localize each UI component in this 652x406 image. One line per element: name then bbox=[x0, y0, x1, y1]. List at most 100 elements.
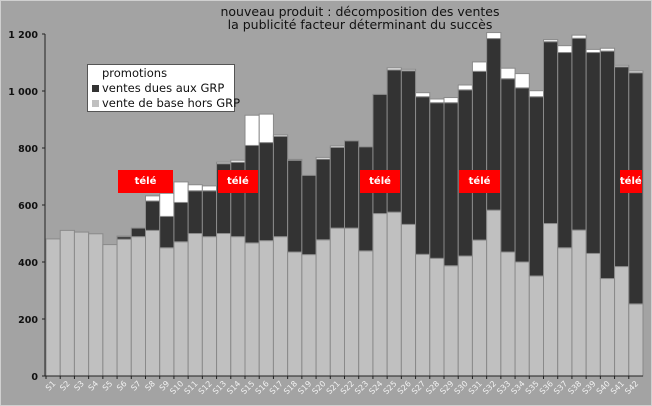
bar-S17-promo bbox=[272, 134, 289, 137]
bar-S39-base bbox=[585, 252, 601, 377]
bar-S7-grp bbox=[130, 227, 147, 238]
bar-S1-base bbox=[45, 238, 61, 377]
legend-item-grp: ventes dues aux GRP bbox=[92, 81, 224, 96]
x-tick-label: S17 bbox=[268, 379, 285, 396]
bar-S29-base bbox=[443, 265, 459, 377]
bar-S36-base bbox=[543, 223, 559, 377]
bar-S38-base bbox=[571, 229, 587, 377]
bar-S40-base bbox=[599, 278, 616, 377]
tv-campaign-label: télé bbox=[217, 170, 259, 193]
bar-S9-base bbox=[159, 247, 175, 377]
y-tick-label: 1 000 bbox=[8, 87, 38, 98]
bar-S14-base bbox=[230, 236, 246, 377]
bar-S38-grp bbox=[571, 37, 587, 231]
bar-S26-promo bbox=[400, 68, 417, 72]
bar-S34-promo bbox=[514, 73, 530, 89]
y-tick-label: 200 bbox=[18, 315, 38, 326]
bar-S15-grp bbox=[244, 144, 260, 244]
bar-S37-base bbox=[557, 247, 573, 377]
bar-S38-promo bbox=[571, 34, 587, 39]
bar-S19-grp bbox=[301, 174, 317, 256]
bar-S24-grp bbox=[372, 93, 388, 215]
legend: promotions ventes dues aux GRP vente de … bbox=[87, 64, 240, 112]
legend-label: vente de base hors GRP bbox=[102, 96, 241, 110]
bar-S8-grp bbox=[145, 200, 161, 231]
bar-S40-grp bbox=[599, 50, 616, 280]
bar-S22-base bbox=[344, 227, 360, 377]
bar-S21-grp bbox=[329, 146, 345, 229]
bar-S23-base bbox=[358, 250, 374, 377]
x-tick-label: S19 bbox=[296, 379, 313, 396]
bar-S40-promo bbox=[599, 47, 616, 52]
bar-S28-promo bbox=[429, 98, 445, 104]
x-tick-label: S4 bbox=[87, 379, 101, 393]
bar-S4-base bbox=[88, 233, 104, 377]
bar-S12-base bbox=[201, 236, 218, 377]
bar-S34-grp bbox=[514, 87, 530, 263]
bar-S3-base bbox=[73, 231, 90, 377]
bar-S20-grp bbox=[315, 158, 331, 241]
x-tick-label: S5 bbox=[101, 379, 115, 393]
x-tick-label: S24 bbox=[367, 379, 384, 396]
bar-S41-grp bbox=[614, 66, 630, 268]
bar-S11-grp bbox=[187, 190, 203, 234]
bar-S20-base bbox=[315, 239, 331, 377]
bar-S35-grp bbox=[528, 96, 544, 277]
bar-S30-promo bbox=[457, 84, 473, 91]
x-tick-label: S25 bbox=[382, 379, 399, 396]
x-tick-label: S14 bbox=[225, 379, 242, 396]
bar-S16-base bbox=[258, 240, 274, 377]
x-tick-label: S29 bbox=[438, 379, 455, 396]
bar-S35-base bbox=[528, 275, 544, 377]
legend-item-base: vente de base hors GRP bbox=[92, 96, 240, 111]
x-tick-label: S34 bbox=[509, 379, 526, 396]
x-tick-label: S23 bbox=[353, 379, 370, 396]
bar-S16-promo bbox=[258, 113, 274, 144]
x-tick-label: S26 bbox=[396, 379, 413, 396]
y-tick-label: 600 bbox=[18, 201, 38, 212]
x-tick-label: S41 bbox=[609, 379, 626, 396]
bar-S14-promo bbox=[230, 159, 246, 163]
bar-S22-grp bbox=[344, 140, 360, 229]
x-tick-label: S33 bbox=[495, 379, 512, 396]
bar-S21-promo bbox=[329, 145, 345, 148]
bar-S12-grp bbox=[201, 190, 218, 238]
y-tick-label: 1 200 bbox=[8, 30, 38, 41]
x-tick-label: S13 bbox=[211, 379, 228, 396]
y-tick-label: 0 bbox=[31, 372, 38, 383]
x-tick-label: S15 bbox=[239, 379, 256, 396]
bar-S18-base bbox=[287, 251, 303, 377]
x-tick-label: S10 bbox=[168, 379, 185, 396]
x-tick-label: S27 bbox=[410, 379, 427, 396]
bar-S11-promo bbox=[187, 184, 203, 192]
bar-S8-base bbox=[145, 229, 161, 377]
bar-S10-base bbox=[173, 241, 189, 377]
x-tick-label: S12 bbox=[197, 379, 214, 396]
x-tick-label: S2 bbox=[58, 379, 72, 393]
bar-S8-promo bbox=[145, 195, 161, 202]
bar-S31-base bbox=[471, 239, 488, 377]
y-tick-label: 400 bbox=[18, 258, 38, 269]
bar-S9-promo bbox=[159, 192, 175, 217]
x-tick-label: S36 bbox=[538, 379, 555, 396]
x-tick-label: S16 bbox=[254, 379, 271, 396]
x-tick-label: S39 bbox=[581, 379, 598, 396]
x-tick-label: S18 bbox=[282, 379, 299, 396]
bar-S9-grp bbox=[159, 215, 175, 249]
legend-label: ventes dues aux GRP bbox=[102, 81, 225, 95]
bar-S12-promo bbox=[201, 185, 218, 192]
chart-title-line-2: la publicité facteur déterminant du succ… bbox=[227, 17, 493, 32]
bar-S5-base bbox=[102, 244, 118, 377]
bar-S34-base bbox=[514, 261, 530, 377]
bar-S6-promo bbox=[116, 235, 132, 238]
bar-S37-grp bbox=[557, 52, 573, 249]
bar-S13-base bbox=[216, 233, 232, 377]
x-tick-label: S20 bbox=[310, 379, 327, 396]
x-tick-label: S28 bbox=[424, 379, 441, 396]
x-tick-label: S21 bbox=[325, 379, 342, 396]
bar-S17-grp bbox=[272, 135, 289, 238]
bar-S21-base bbox=[329, 227, 345, 377]
x-tick-label: S40 bbox=[595, 379, 612, 396]
x-tick-label: S1 bbox=[44, 379, 58, 393]
